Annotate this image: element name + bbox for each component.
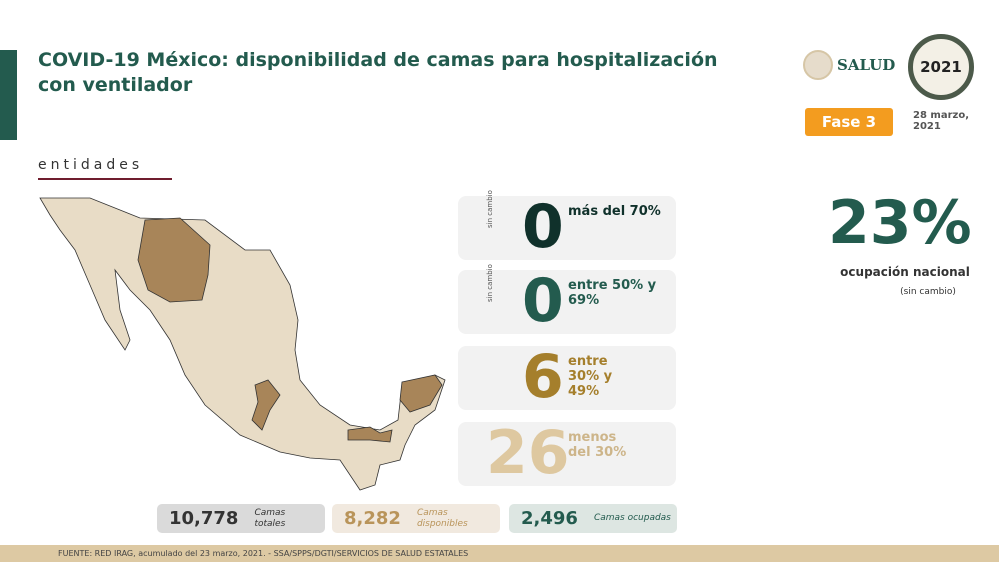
salud-logo-text: SALUD: [837, 56, 896, 74]
seal-icon: [803, 50, 833, 80]
category-card-50-69: sin cambio 0 entre 50% y 69%: [458, 264, 676, 336]
available-beds: 8,282 Camas disponibles: [332, 504, 500, 533]
subtitle-underline: [38, 178, 172, 180]
fase-badge: Fase 3: [805, 108, 893, 136]
category-card-under30: 26 menos del 30%: [458, 418, 676, 488]
national-occupancy-label: ocupación nacional: [840, 265, 970, 279]
state-central: [251, 379, 281, 431]
section-subtitle: entidades: [38, 157, 144, 173]
state-tabasco: [347, 426, 393, 443]
category-count: 26: [486, 418, 570, 488]
salud-logo: SALUD: [803, 50, 895, 80]
available-label: Camas disponibles: [416, 507, 468, 529]
category-label: entre 50% y 69%: [568, 278, 657, 308]
category-card-30-49: 6 entre 30% y 49%: [458, 342, 676, 412]
mexico-2021-logo: 2021: [908, 34, 974, 100]
status-note: sin cambio: [486, 190, 494, 228]
total-value: 10,778: [169, 508, 239, 529]
page-title: COVID-19 México: disponibilidad de camas…: [38, 49, 718, 96]
status-note: sin cambio: [486, 264, 494, 302]
category-count: 6: [522, 342, 564, 412]
report-date: 28 marzo, 2021: [913, 110, 969, 132]
category-label: más del 70%: [568, 204, 661, 219]
category-label: entre 30% y 49%: [568, 354, 613, 399]
state-chihuahua: [137, 217, 211, 303]
category-count: 0: [522, 192, 564, 262]
occupied-value: 2,496: [521, 508, 578, 529]
occupied-beds: 2,496 Camas ocupadas: [509, 504, 677, 533]
total-label: Camas totales: [254, 507, 286, 529]
occupied-label: Camas ocupadas: [593, 513, 671, 523]
category-card-over70: sin cambio 0 más del 70%: [458, 190, 676, 262]
national-occupancy-note: (sin cambio): [900, 287, 956, 297]
map-base: [39, 197, 446, 491]
category-count: 0: [522, 266, 564, 336]
total-beds: 10,778 Camas totales: [157, 504, 325, 533]
mexico-map: [39, 197, 446, 491]
national-occupancy-value: 23%: [828, 188, 972, 258]
available-value: 8,282: [344, 508, 401, 529]
category-label: menos del 30%: [568, 430, 627, 460]
accent-bar: [0, 50, 17, 140]
state-yucatan: [399, 374, 443, 413]
source-footer: FUENTE: RED IRAG, acumulado del 23 marzo…: [0, 545, 999, 562]
